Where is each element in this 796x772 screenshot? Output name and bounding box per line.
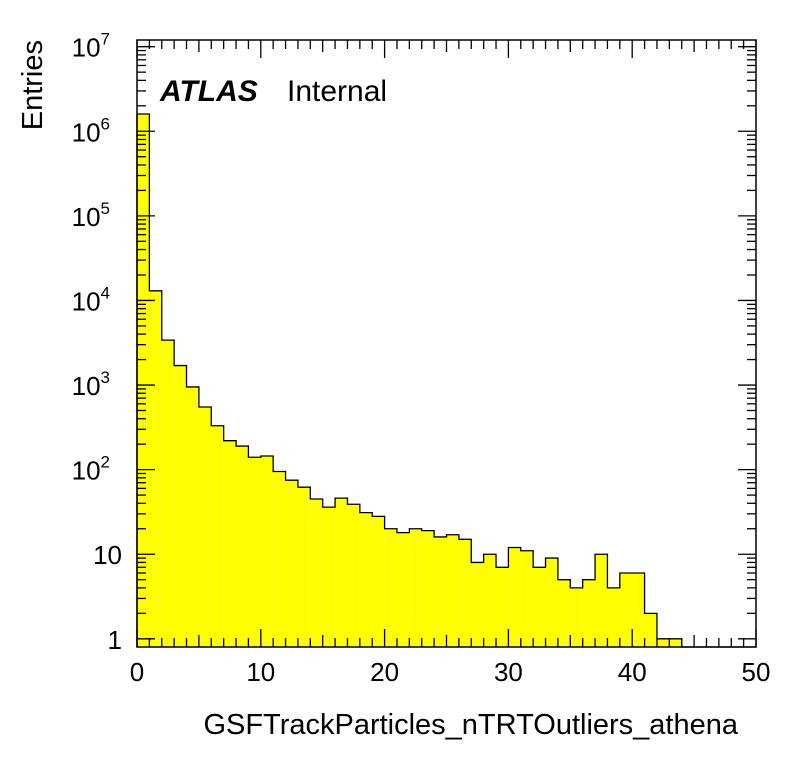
histogram-bar xyxy=(297,487,311,647)
histogram-bar xyxy=(595,554,608,647)
internal-label: Internal xyxy=(287,75,387,108)
y-tick-label: 10 xyxy=(93,540,122,570)
axis-ticks xyxy=(136,40,757,647)
histogram-bar xyxy=(310,498,323,647)
histogram-bar xyxy=(619,572,633,647)
histogram-bar xyxy=(483,554,497,647)
histogram-bar xyxy=(149,290,162,647)
histogram-bar xyxy=(161,340,175,647)
y-tick-exponent: 3 xyxy=(101,368,110,387)
histogram-bar xyxy=(260,455,274,647)
tick-labels: 0 10 20 30 40 50 1 10 102 103 104 105 106 107 xyxy=(72,30,771,687)
histogram-bar xyxy=(174,365,187,647)
histogram-bar xyxy=(186,386,199,647)
histogram-bar xyxy=(669,638,682,647)
histogram-bar xyxy=(396,532,410,647)
y-tick-label: 104 xyxy=(72,283,110,316)
y-tick-exponent: 7 xyxy=(101,30,110,49)
atlas-label: ATLAS xyxy=(159,75,258,108)
histogram-bar xyxy=(409,528,422,647)
histogram-bar xyxy=(446,534,459,647)
histogram-bar xyxy=(335,498,348,647)
histogram-bar xyxy=(248,457,261,647)
histogram-bar xyxy=(273,471,286,647)
histogram-bar xyxy=(496,567,509,647)
x-tick-label: 30 xyxy=(494,657,523,687)
histogram-bar xyxy=(421,530,435,647)
y-axis-title: Entries xyxy=(17,40,49,130)
y-tick-exponent: 5 xyxy=(101,199,110,218)
histogram-bars xyxy=(136,113,756,648)
y-tick-label: 105 xyxy=(72,199,110,232)
x-tick-label: 50 xyxy=(742,657,771,687)
histogram-bar xyxy=(656,638,670,647)
histogram-bar xyxy=(508,547,521,647)
histogram-bar xyxy=(458,539,472,647)
histogram-bar xyxy=(223,440,237,647)
histogram-bar xyxy=(520,550,534,647)
histogram-bar xyxy=(644,613,657,647)
histogram-bar xyxy=(545,558,558,647)
histogram-bar xyxy=(198,407,212,647)
histogram-bar xyxy=(372,516,385,647)
y-tick-label: 103 xyxy=(72,368,110,401)
histogram-bar xyxy=(557,579,571,647)
histogram-bar xyxy=(211,425,224,647)
histogram-outline xyxy=(136,113,756,648)
histogram-bar xyxy=(322,507,336,647)
y-tick-label: 107 xyxy=(72,30,110,63)
histogram-bar xyxy=(236,446,249,647)
histogram-bar xyxy=(607,587,620,647)
y-tick-exponent: 4 xyxy=(101,283,110,302)
plot-frame xyxy=(136,39,757,648)
x-tick-label: 20 xyxy=(370,657,399,687)
y-tick-exponent: 2 xyxy=(101,453,110,472)
histogram-bar xyxy=(384,528,397,647)
y-tick-label: 1 xyxy=(108,625,122,655)
histogram-bar xyxy=(582,579,596,647)
x-tick-label: 0 xyxy=(130,657,144,687)
histogram-bar xyxy=(434,536,447,647)
y-tick-exponent: 6 xyxy=(101,114,110,133)
histogram-bar xyxy=(533,567,546,647)
y-tick-label: 102 xyxy=(72,453,110,486)
x-tick-label: 40 xyxy=(618,657,647,687)
histogram-bar xyxy=(471,562,484,647)
histogram-bar xyxy=(359,512,373,647)
x-axis-title: GSFTrackParticles_nTRTOutliers_athena xyxy=(203,709,738,741)
y-tick-label: 106 xyxy=(72,114,110,147)
histogram-bar xyxy=(285,480,298,647)
histogram-bar xyxy=(632,572,645,647)
x-tick-label: 10 xyxy=(246,657,275,687)
histogram-bar xyxy=(347,504,360,647)
histogram-bar xyxy=(570,587,583,647)
